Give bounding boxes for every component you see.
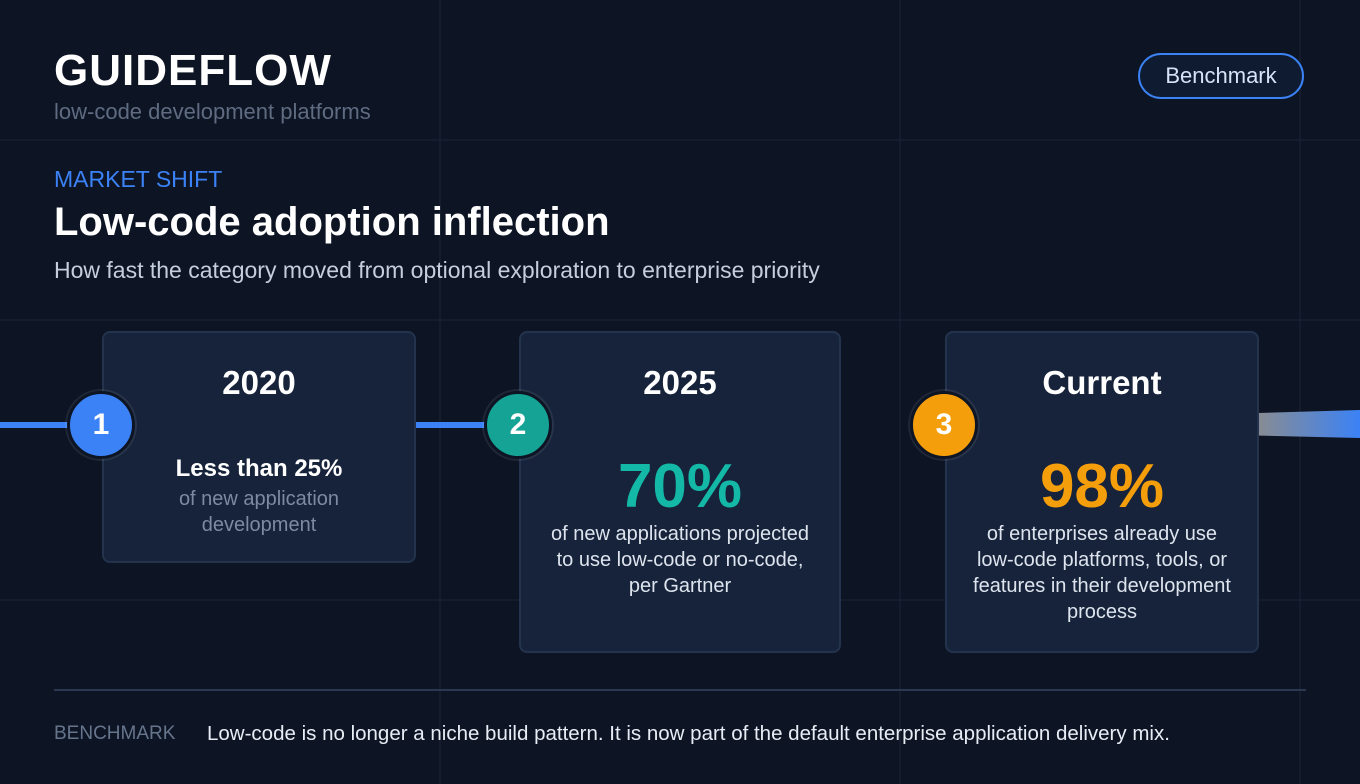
step-headline: 70% [617,452,743,521]
benchmark-button[interactable]: Benchmark [1138,53,1304,99]
section-title: Low-code adoption inflection [54,200,610,244]
step-headline: Less than 25% [175,455,343,482]
card [945,331,1259,653]
section-subtitle: How fast the category moved from optiona… [54,257,820,283]
eyebrow: MARKET SHIFT [54,166,223,192]
step-number: 1 [67,391,135,459]
card [102,331,416,563]
step-description: of new applications projected to use low… [551,523,809,597]
step-number: 3 [910,391,978,459]
footer-label: BENCHMARK [54,723,176,744]
step-label: Current [1042,364,1162,401]
step-description: of enterprises already use low-code plat… [973,523,1231,623]
brand: GUIDEFLOW [54,46,332,95]
brand-subtitle: low-code development platforms [54,99,371,124]
step-description: of new application development [178,488,340,536]
footer-text: Low-code is no longer a niche build patt… [207,722,1170,745]
step-number: 2 [484,391,552,459]
step-headline: 98% [1039,452,1165,521]
card [519,331,841,653]
step-label: 2025 [643,364,717,401]
step-label: 2020 [222,364,296,401]
